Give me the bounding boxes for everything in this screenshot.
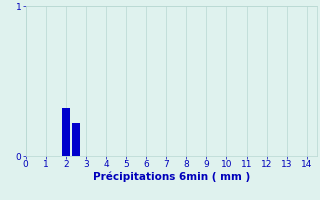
Bar xyxy=(72,123,80,156)
Bar xyxy=(62,108,69,156)
X-axis label: Précipitations 6min ( mm ): Précipitations 6min ( mm ) xyxy=(92,172,250,182)
